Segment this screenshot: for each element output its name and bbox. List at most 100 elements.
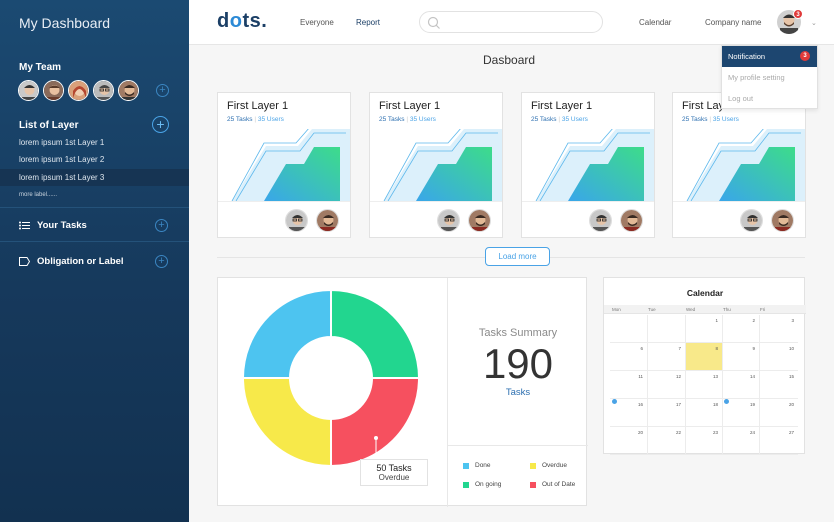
calendar-day-cell[interactable]: 22 [648, 427, 686, 455]
layer-card[interactable]: First Layer 1 25 Tasks | 35 Users [369, 92, 503, 238]
user-dropdown-menu: Notification 3 My profile setting Log ou… [721, 45, 818, 109]
legend-item-done: Done [463, 462, 491, 469]
card-meta: 25 Tasks | 35 Users [227, 116, 284, 123]
company-name[interactable]: Company name [705, 18, 762, 27]
avatar[interactable] [589, 209, 612, 232]
avatar[interactable] [620, 209, 643, 232]
more-label-link[interactable]: more label...... [19, 192, 58, 198]
card-footer [673, 201, 805, 237]
card-tasks: 25 Tasks [227, 116, 253, 123]
calendar-day-number: 10 [788, 346, 794, 351]
calendar-day-cell[interactable] [648, 315, 686, 343]
sidebar-layer-item[interactable]: lorem ipsum 1st Layer 1 [19, 138, 105, 147]
add-task-button[interactable]: + [155, 219, 168, 232]
calendar-day-cell[interactable]: 13 [686, 371, 723, 399]
sidebar: My Dashboard My Team + List of Layer + l… [0, 0, 189, 522]
avatar[interactable] [285, 209, 308, 232]
calendar-day-cell[interactable]: 16 [610, 399, 648, 427]
calendar-day-cell[interactable]: 12 [648, 371, 686, 399]
tooltip-value: 50 Tasks [376, 463, 412, 473]
donut-chart [241, 288, 421, 468]
nav-everyone[interactable]: Everyone [300, 18, 334, 27]
avatar[interactable] [468, 209, 491, 232]
calendar-day-cell[interactable]: 24 [723, 427, 760, 455]
logo[interactable]: dots. [217, 10, 268, 32]
weekday-label: Tue [648, 307, 656, 312]
calendar-day-cell[interactable]: 14 [723, 371, 760, 399]
calendar-day-number: 24 [749, 430, 755, 435]
calendar-day-number: 7 [678, 346, 681, 351]
donut-slice-overdue[interactable] [241, 377, 332, 468]
card-users: 35 Users [257, 116, 284, 123]
calendar-day-cell[interactable]: 1 [686, 315, 723, 343]
chevron-down-icon[interactable]: ⌄ [811, 20, 817, 27]
calendar-day-number: 1 [715, 318, 718, 323]
menu-item-profile-setting[interactable]: My profile setting [728, 73, 785, 82]
legend-swatch [463, 462, 469, 469]
layer-card[interactable]: First Layer 1 25 Tasks | 35 Users [217, 92, 351, 238]
calendar-day-cell[interactable]: 15 [760, 371, 798, 399]
card-footer [370, 201, 502, 237]
calendar-day-cell[interactable] [610, 315, 648, 343]
sidebar-layer-item-active[interactable]: lorem ipsum 1st Layer 3 [0, 169, 189, 186]
avatar[interactable] [93, 80, 114, 101]
avatar[interactable] [118, 80, 139, 101]
calendar-day-number: 22 [675, 430, 681, 435]
add-layer-button[interactable]: + [152, 116, 169, 133]
avatar[interactable] [740, 209, 763, 232]
calendar-day-number: 11 [638, 374, 643, 379]
calendar-day-cell[interactable]: 10 [760, 343, 798, 371]
divider [448, 445, 588, 446]
search-input[interactable] [419, 11, 603, 33]
calendar-day-cell[interactable]: 23 [686, 427, 723, 455]
avatar[interactable] [771, 209, 794, 232]
calendar-day-cell[interactable]: 18 [686, 399, 723, 427]
event-dot[interactable] [724, 399, 729, 404]
legend-swatch [463, 481, 469, 488]
sidebar-item-obligation[interactable]: Obligation or Label [19, 256, 124, 267]
calendar-day-cell[interactable]: 20 [610, 427, 648, 455]
calendar-day-cell[interactable]: 3 [760, 315, 798, 343]
avatar[interactable] [68, 80, 89, 101]
tasks-summary-title: Tasks Summary [478, 327, 558, 339]
card-meta: 25 Tasks | 35 Users [379, 116, 436, 123]
event-dot[interactable] [612, 399, 617, 404]
card-meta: 25 Tasks | 35 Users [531, 116, 588, 123]
avatar[interactable] [437, 209, 460, 232]
tasks-total-label[interactable]: Tasks [505, 387, 531, 398]
calendar-day-cell[interactable]: 2 [723, 315, 760, 343]
avatar[interactable] [18, 80, 39, 101]
calendar-day-cell[interactable]: 8 [686, 343, 723, 371]
load-more-button[interactable]: Load more [485, 247, 550, 266]
donut-slice-on-going[interactable] [330, 288, 421, 379]
menu-item-notification[interactable]: Notification 3 [722, 46, 817, 67]
nav-report[interactable]: Report [356, 18, 381, 27]
menu-item-log-out[interactable]: Log out [728, 94, 754, 103]
card-tasks: 25 Tasks [682, 116, 708, 123]
sidebar-layer-item[interactable]: lorem ipsum 1st Layer 2 [19, 155, 105, 164]
layer-card[interactable]: First Layer 1 25 Tasks | 35 Users [521, 92, 655, 238]
sidebar-item-your-tasks[interactable]: Your Tasks [19, 220, 87, 231]
donut-slice-done[interactable] [241, 288, 332, 379]
legend-swatch [530, 462, 536, 469]
avatar[interactable] [43, 80, 64, 101]
calendar-day-cell[interactable]: 20 [760, 399, 798, 427]
add-label-button[interactable]: + [155, 255, 168, 268]
calendar-day-cell[interactable]: 9 [723, 343, 760, 371]
calendar-day-cell[interactable]: 19 [723, 399, 760, 427]
layer-card[interactable]: First Layer 1 25 Tasks | 35 Users [672, 92, 806, 238]
calendar-day-number: 12 [675, 374, 681, 379]
card-title: First Layer 1 [227, 100, 289, 112]
donut-slice-out-of-date[interactable] [330, 377, 421, 468]
calendar-day-cell[interactable]: 7 [648, 343, 686, 371]
calendar-day-cell[interactable]: 17 [648, 399, 686, 427]
calendar-day-cell[interactable]: 6 [610, 343, 648, 371]
avatar[interactable] [316, 209, 339, 232]
card-footer [522, 201, 654, 237]
add-team-member-button[interactable]: + [156, 84, 169, 97]
calendar-day-cell[interactable]: 27 [760, 427, 798, 455]
calendar-day-cell[interactable]: 11 [610, 371, 648, 399]
weekday-label: Thu [723, 307, 731, 312]
calendar-link[interactable]: Calendar [639, 18, 672, 27]
calendar-weekday-header: Mon Tue Wed Thu Fri [604, 305, 806, 314]
